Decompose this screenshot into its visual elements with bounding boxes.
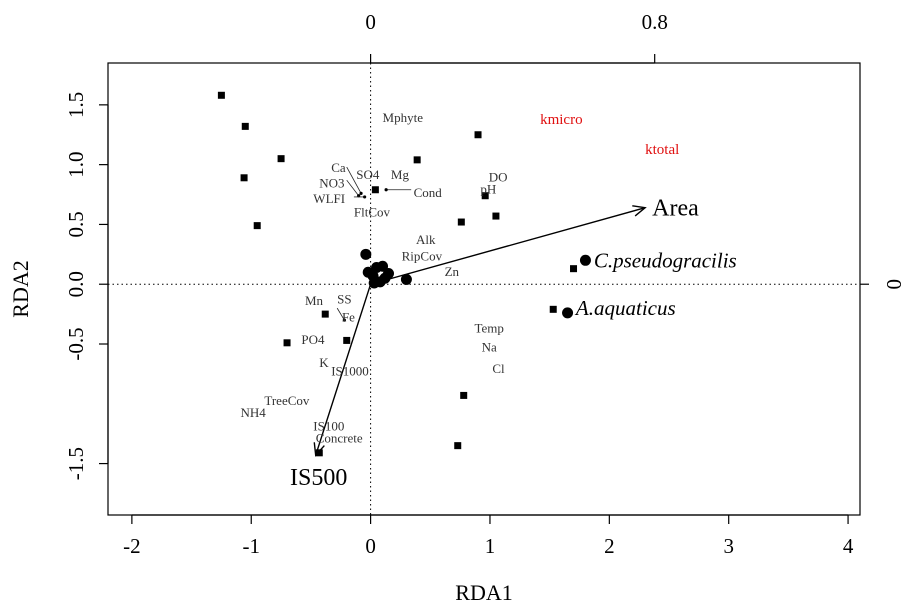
site-point — [570, 265, 578, 273]
site-point — [371, 186, 379, 194]
variable-label: Mphyte — [383, 110, 424, 125]
variable-label: NH4 — [240, 405, 266, 420]
arrow-head — [313, 442, 325, 457]
variable-label: Concrete — [316, 430, 363, 445]
species-point — [562, 307, 574, 319]
red-label: ktotal — [645, 142, 679, 158]
y-tick-label: 1.5 — [64, 92, 88, 118]
species-label: A.aquaticus — [574, 296, 676, 320]
site-point — [315, 449, 323, 457]
variable-label: Mn — [305, 293, 324, 308]
variable-label: NO3 — [319, 176, 344, 191]
site-point — [460, 391, 468, 399]
site-point — [277, 155, 285, 163]
arrow-label: Area — [652, 196, 699, 222]
label-connector — [346, 179, 359, 196]
variable-label: K — [319, 355, 329, 370]
y-tick-label: 1.0 — [64, 152, 88, 178]
species-point — [400, 273, 412, 285]
variable-label: IS1000 — [331, 363, 369, 378]
y-axis-title: RDA2 — [8, 260, 33, 317]
x-tick-label: 2 — [604, 534, 615, 558]
variable-label: pH — [480, 182, 496, 197]
species-points — [360, 248, 591, 319]
site-point — [413, 156, 421, 164]
y-tick-label: 0.5 — [64, 211, 88, 237]
variable-label: IS100 — [313, 418, 344, 433]
plot-frame — [107, 62, 861, 516]
site-point — [321, 310, 329, 318]
x-tick-label: 0 — [365, 534, 376, 558]
variable-label: TreeCov — [264, 393, 310, 408]
y-tick-label: -0.5 — [64, 327, 88, 360]
x-tick-label: 1 — [485, 534, 496, 558]
x-tick-label: -1 — [242, 534, 260, 558]
arrow-shaft — [315, 284, 372, 456]
x-tick-label: -2 — [123, 534, 141, 558]
site-point — [253, 222, 261, 230]
variable-label: SO4 — [356, 167, 380, 182]
axes: -2 -1 0 1 2 3 4 -1.5 -0.5 0.0 0.5 1.0 1.5 0 0.8 0 — [64, 10, 906, 558]
site-point — [454, 442, 462, 450]
variable-label: Cl — [492, 361, 505, 376]
variable-label: PO4 — [301, 332, 325, 347]
site-point — [481, 192, 489, 200]
reference-lines — [108, 63, 860, 515]
site-point — [549, 305, 557, 313]
species-point — [579, 254, 591, 266]
site-points — [217, 91, 578, 457]
arrow-label: IS500 — [290, 465, 347, 491]
x-tick-label: 4 — [843, 534, 854, 558]
connector-dot — [384, 188, 388, 192]
top-tick-label: 0 — [365, 10, 376, 34]
connector-dot — [359, 191, 363, 195]
arrow-shaft — [370, 207, 646, 285]
variable-label: Fe — [342, 310, 355, 325]
site-point — [457, 218, 465, 226]
label-connector — [346, 166, 362, 194]
arrow-head — [632, 205, 647, 217]
top-tick-label: 0.8 — [642, 10, 668, 34]
arrows — [313, 205, 647, 457]
label-connector — [336, 307, 345, 321]
variable-label: Alk — [416, 232, 436, 247]
site-point — [217, 91, 225, 99]
variable-label: RipCov — [402, 249, 443, 264]
site-point — [240, 174, 248, 182]
x-tick-label: 3 — [723, 534, 734, 558]
variable-label: Mg — [391, 167, 410, 182]
red-label: kmicro — [540, 112, 583, 128]
label-connectors — [336, 166, 412, 322]
variable-label: Temp — [474, 320, 503, 335]
site-point — [283, 339, 291, 347]
connector-dot — [363, 195, 367, 199]
species-point — [379, 272, 391, 284]
connector-dot — [342, 318, 346, 322]
site-point — [474, 131, 482, 139]
species-label: C.pseudogracilis — [594, 248, 737, 272]
variable-label: DO — [489, 170, 508, 185]
right-tick-label: 0 — [882, 279, 906, 290]
y-tick-label: -1.5 — [64, 447, 88, 480]
variable-label: SS — [337, 292, 351, 307]
y-tick-label: 0.0 — [64, 271, 88, 297]
variable-label: Na — [482, 339, 497, 354]
species-point — [360, 248, 372, 260]
site-point — [492, 212, 500, 220]
variable-label: Cond — [414, 185, 443, 200]
site-point — [343, 336, 351, 344]
variable-label: WLFI — [313, 191, 345, 206]
site-point — [241, 122, 249, 130]
variable-label: FltCov — [354, 204, 391, 219]
x-axis-title: RDA1 — [455, 580, 512, 605]
variable-label: Zn — [445, 264, 460, 279]
variable-label: Ca — [331, 160, 346, 175]
species-point — [368, 277, 380, 289]
